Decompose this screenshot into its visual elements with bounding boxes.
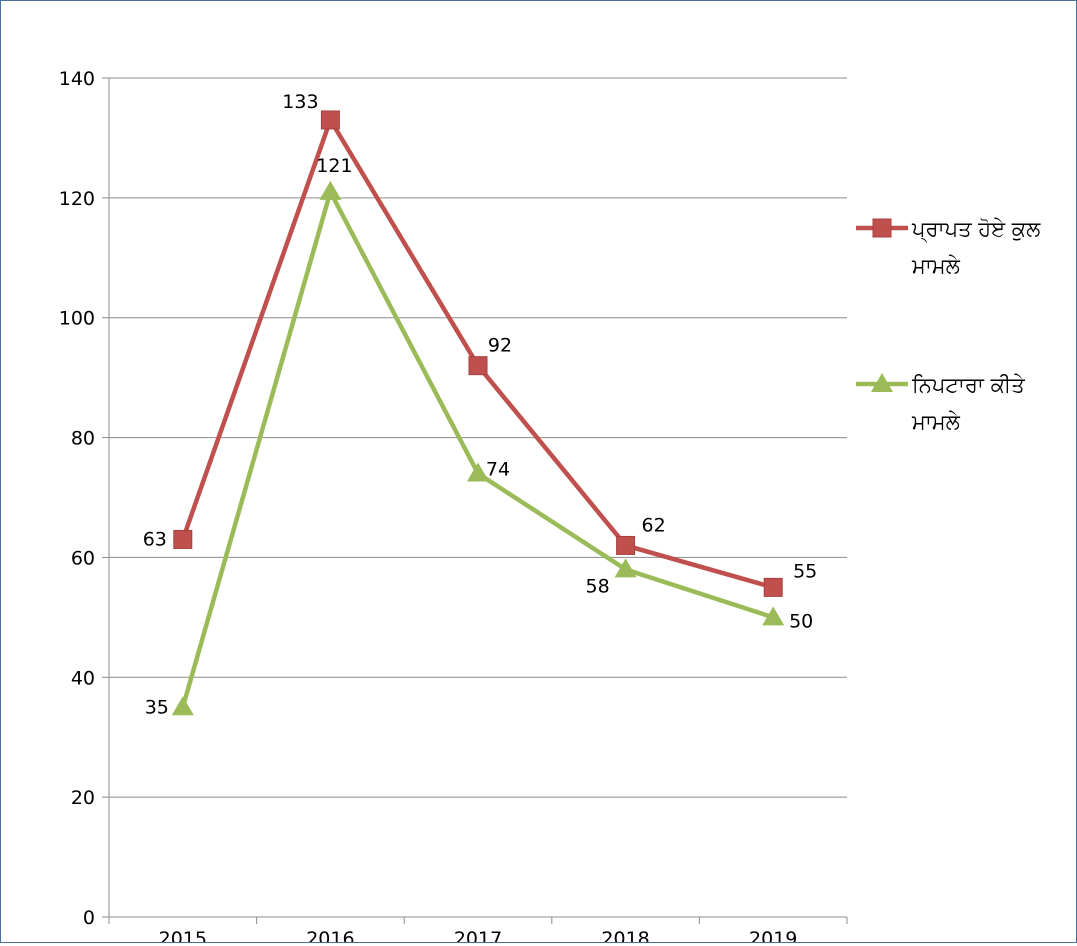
square-marker xyxy=(468,356,488,376)
gridlines xyxy=(109,77,847,798)
data-label: 50 xyxy=(789,610,813,632)
triangle-marker xyxy=(762,606,785,626)
data-labels: 63 133 92 62 55 35 121 74 58 50 xyxy=(143,91,818,718)
x-tick-label: 2018 xyxy=(601,928,649,942)
series-line xyxy=(180,189,774,708)
legend-label: ਪ੍ਰਾਪਤ ਹੋਏ ਕੁਲ xyxy=(911,217,1041,244)
y-tick-label: 140 xyxy=(59,68,95,90)
legend-label: ਮਾਮਲੇ xyxy=(911,254,961,278)
data-label: 58 xyxy=(586,575,610,597)
square-marker xyxy=(616,535,636,555)
y-tick-label: 100 xyxy=(59,308,95,330)
data-label: 35 xyxy=(145,696,169,718)
square-marker xyxy=(320,110,340,130)
y-tick-label: 0 xyxy=(83,907,95,929)
legend-label: ਨਿਪਟਾਰਾ ਕੀਤੇ xyxy=(911,373,1025,397)
data-label: 62 xyxy=(642,514,666,536)
x-tick-label: 2017 xyxy=(454,928,502,942)
legend: ਪ੍ਰਾਪਤ ਹੋਏ ਕੁਲ ਮਾਮਲੇ ਨਿਪਟਾਰਾ ਕੀਤੇ ਮਾਮਲੇ xyxy=(856,217,1041,434)
axis-tick-labels: 0 20 40 60 80 100 120 140 2015 2016 2017 2018 2019 xyxy=(59,68,798,946)
y-tick-label: 80 xyxy=(71,428,95,450)
data-label: 133 xyxy=(282,91,318,113)
data-label: 121 xyxy=(316,155,352,177)
triangle-marker xyxy=(319,180,342,200)
data-label: 63 xyxy=(143,528,167,550)
series-layer xyxy=(171,110,785,716)
legend-label: ਮਾਮਲੇ xyxy=(911,410,961,434)
triangle-marker xyxy=(614,558,637,578)
x-tick-label: 2016 xyxy=(306,928,354,942)
axes xyxy=(102,77,848,924)
y-tick-label: 40 xyxy=(71,667,95,689)
triangle-marker xyxy=(467,462,489,482)
legend-square-marker xyxy=(872,218,892,238)
legend-triangle-marker xyxy=(871,373,893,392)
square-marker xyxy=(173,529,193,549)
triangle-marker xyxy=(171,696,194,716)
y-tick-label: 60 xyxy=(71,547,95,569)
series-line xyxy=(180,117,774,590)
square-marker xyxy=(763,577,783,597)
data-label: 55 xyxy=(793,560,817,582)
x-tick-label: 2015 xyxy=(159,928,207,942)
y-tick-label: 120 xyxy=(59,188,95,210)
y-tick-label: 20 xyxy=(71,787,95,809)
x-tick-label: 2019 xyxy=(749,928,797,942)
data-label: 74 xyxy=(486,459,510,481)
data-label: 92 xyxy=(488,335,512,357)
